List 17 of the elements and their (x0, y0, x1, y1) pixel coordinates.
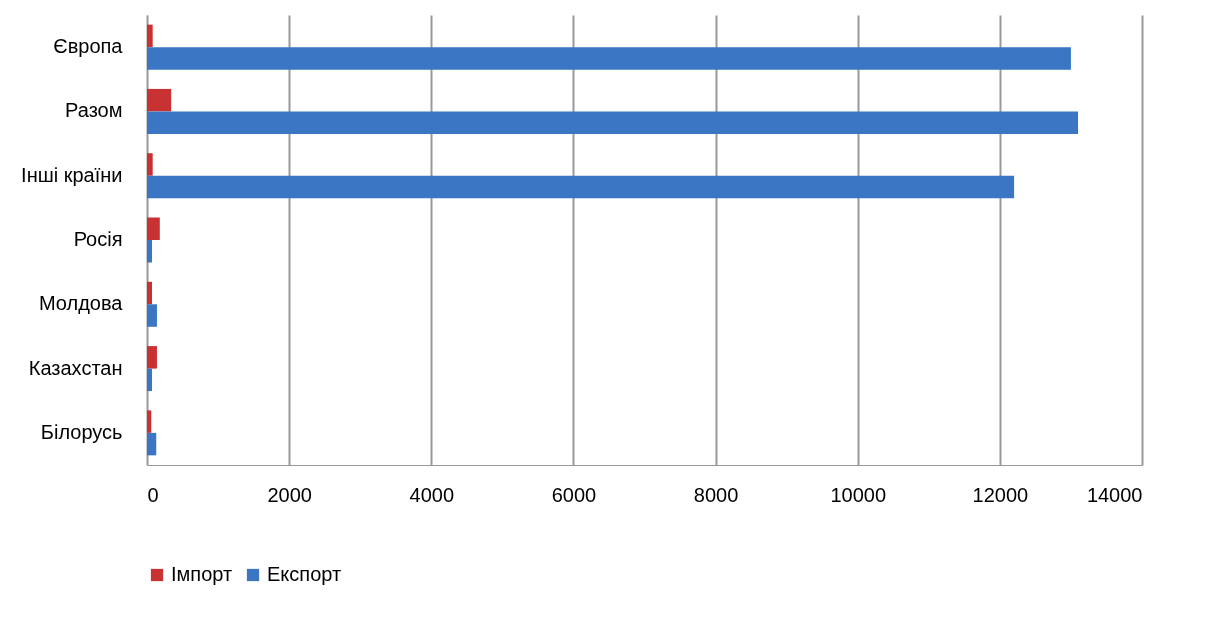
x-tick-label: 14000 (1086, 483, 1143, 506)
x-tick-label: 12000 (972, 483, 1029, 506)
y-tick-label: Інші країни (21, 163, 123, 186)
x-tick-label: 4000 (409, 483, 455, 506)
x-tick-label: 6000 (551, 483, 597, 506)
x-tick-label: 10000 (830, 483, 887, 506)
y-tick-label: Разом (65, 99, 123, 122)
x-tick-label: 8000 (693, 483, 739, 506)
y-tick-label: Європа (53, 35, 124, 58)
legend-label: Імпорт (171, 563, 233, 585)
y-tick-label: Казахстан (28, 356, 123, 379)
y-tick-label: Молдова (38, 292, 124, 315)
x-tick-label: 0 (147, 483, 159, 506)
y-tick-label: Білорусь (40, 420, 123, 443)
y-tick-label: Росія (73, 228, 123, 250)
legend-label: Експорт (267, 563, 342, 585)
x-tick-label: 2000 (267, 483, 312, 506)
